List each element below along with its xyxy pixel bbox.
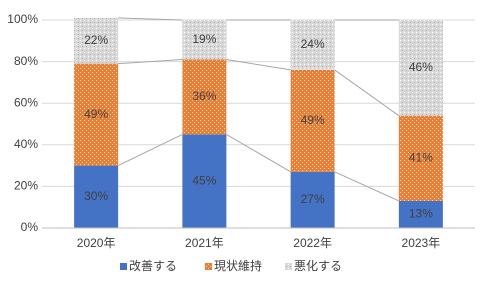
y-tick-label: 40% (14, 137, 38, 151)
data-label: 41% (409, 150, 433, 164)
bar-segment (182, 20, 227, 60)
data-label: 24% (301, 37, 325, 51)
bar-segment (290, 171, 335, 228)
bar-segment (182, 59, 227, 135)
y-tick-label: 100% (7, 12, 38, 26)
legend-swatch (205, 263, 212, 270)
data-label: 36% (192, 89, 216, 103)
bar-segment (290, 20, 335, 70)
data-label: 49% (301, 113, 325, 127)
x-tick-label: 2022年 (293, 236, 332, 250)
data-label: 30% (84, 189, 108, 203)
bar-segment (398, 20, 443, 116)
bar-segment (182, 134, 227, 228)
data-label: 45% (192, 173, 216, 187)
bar-segment (398, 115, 443, 201)
legend-swatch (120, 263, 127, 270)
data-label: 19% (192, 32, 216, 46)
y-tick-label: 0% (21, 220, 39, 234)
legend-label: 改善する (129, 258, 177, 273)
x-tick-label: 2023年 (402, 236, 441, 250)
bar-segment (74, 165, 119, 228)
series-line (226, 59, 291, 71)
x-tick-label: 2021年 (185, 236, 224, 250)
y-tick-label: 60% (14, 95, 38, 109)
y-tick-label: 80% (14, 54, 38, 68)
legend-label: 悪化する (294, 259, 342, 273)
legend-swatch (285, 263, 292, 270)
data-label: 22% (84, 33, 108, 47)
series-line (118, 17, 183, 21)
data-label: 13% (409, 207, 433, 221)
bar-segment (398, 200, 443, 228)
bar-segment (74, 63, 119, 166)
data-label: 46% (409, 60, 433, 74)
series-line (334, 69, 400, 117)
series-line (117, 133, 183, 167)
legend-label: 現状維持 (214, 258, 262, 273)
x-tick-label: 2020年 (77, 236, 116, 250)
data-label: 27% (301, 192, 325, 206)
y-tick-label: 20% (14, 179, 38, 193)
series-line (226, 133, 291, 173)
series-line (118, 59, 183, 65)
data-label: 49% (84, 107, 108, 121)
bar-segment (290, 69, 335, 172)
bar-segment (74, 17, 119, 64)
series-line (334, 171, 400, 202)
